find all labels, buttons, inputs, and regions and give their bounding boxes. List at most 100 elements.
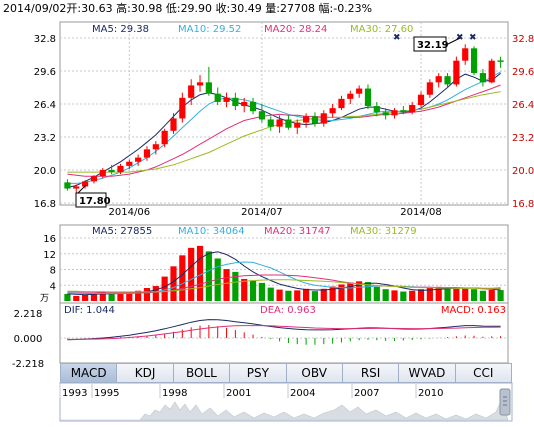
price-ma-line [67, 91, 501, 173]
price-y-axis-left: 32.8 29.6 26.4 23.2 20.0 16.8 [34, 34, 56, 210]
candle-body [347, 93, 354, 99]
candle-body [453, 60, 460, 85]
volume-moving-averages [67, 251, 501, 296]
candle-body [356, 88, 363, 94]
price-x-tick: 2014/08 [400, 207, 442, 218]
legend-entry: MA10: 29.52 [178, 24, 241, 35]
volume-bar [400, 291, 407, 301]
volume-y-tick: 8 [50, 266, 56, 277]
marker-star: ✖ [393, 33, 401, 43]
candle-body [470, 48, 478, 74]
volume-bar [391, 290, 398, 301]
candle-body [108, 170, 115, 173]
volume-bar [435, 286, 442, 301]
price-y-tick: 26.4 [34, 100, 56, 111]
volume-bar [276, 289, 283, 301]
tab-psy[interactable]: PSY [230, 363, 287, 383]
timeline-year: 2010 [418, 388, 443, 399]
volume-bar [117, 293, 124, 301]
candle-body [64, 182, 71, 189]
candle-body [188, 85, 195, 98]
legend-entry: MA5: 29.38 [92, 24, 149, 35]
price-ma-line [67, 72, 501, 188]
volume-bar [249, 280, 257, 301]
tab-macd[interactable]: MACD [60, 363, 118, 383]
volume-legend: MA5: 27855 MA10: 34064 MA20: 31747 MA30: 31… [92, 226, 417, 237]
candle-body [241, 101, 248, 107]
price-x-tick: 2014/06 [109, 207, 151, 218]
volume-bar [417, 289, 425, 301]
price-y-tick: 32.8 [34, 34, 56, 45]
candle-body [143, 149, 151, 158]
volume-bar [267, 287, 274, 301]
volume-bar [258, 282, 265, 301]
candle-body [99, 170, 106, 177]
macd-y-axis: 2.218 0.000 -2.218 [12, 309, 44, 370]
legend-entry: DEA: 0.963 [260, 305, 316, 316]
candle-body [311, 116, 319, 124]
volume-panel: 16 12 8 4 万 MA5: 27855 MA10: 34064 MA20: 3174… [40, 224, 509, 304]
volume-bar [364, 282, 372, 301]
timeline-year: 2007 [354, 388, 379, 399]
tab-obv[interactable]: OBV [286, 363, 343, 383]
price-ma-line [67, 84, 501, 177]
price-y-axis-right: 32.8 29.6 26.4 23.2 20.0 16.8 [512, 34, 534, 210]
volume-bar [232, 271, 239, 301]
volume-bar [311, 291, 319, 301]
volume-bar [462, 287, 469, 301]
timeline-handle-grip [503, 396, 507, 406]
volume-bar [347, 282, 354, 301]
tab-rsi[interactable]: RSI [342, 363, 400, 383]
price-y-tick-right: 26.4 [512, 100, 534, 111]
macd-y-tick: 2.218 [14, 309, 43, 320]
candle-body [267, 119, 274, 127]
quote-low: 29.90 [181, 2, 213, 15]
candle-body [73, 186, 80, 189]
legend-entry: MA30: 27.60 [350, 24, 413, 35]
tab-wvad[interactable]: WVAD [399, 363, 456, 383]
macd-panel: 2.218 0.000 -2.218 DIF: 1.044 DEA: 0.963 MAC… [12, 302, 509, 370]
volume-bar [294, 290, 301, 301]
volume-ma-line [67, 279, 501, 293]
quote-date: 2014/09/02 [3, 2, 66, 15]
candle-body [170, 118, 177, 131]
timeline-year: 2001 [226, 388, 251, 399]
candle-body [391, 110, 398, 116]
volume-bar [338, 284, 345, 301]
high-annotation-label: 32.19 [417, 40, 449, 51]
macd-bars [66, 325, 502, 345]
low-annotation: 17.80 [75, 184, 111, 208]
price-candles [64, 44, 504, 193]
volume-bar [241, 278, 248, 301]
tab-cci[interactable]: CCI [455, 363, 512, 383]
candle-body [214, 93, 221, 102]
price-legend: MA5: 29.38 MA10: 29.52 MA20: 28.24 MA30: 27… [92, 24, 413, 35]
legend-entry: MA10: 34064 [178, 226, 245, 237]
volume-bar [64, 293, 71, 301]
tab-kdj[interactable]: KDJ [117, 363, 174, 383]
tab-boll[interactable]: BOLL [173, 363, 231, 383]
price-y-tick-right: 32.8 [512, 34, 534, 45]
timeline-sparkline [60, 401, 509, 421]
volume-bar [426, 287, 433, 301]
volume-bar [152, 286, 159, 301]
volume-bar [188, 247, 195, 301]
price-y-tick: 20.0 [34, 166, 56, 177]
volume-bar [161, 276, 168, 301]
candle-body [196, 82, 204, 86]
volume-bar [453, 288, 460, 301]
quote-high: 30.98 [131, 2, 163, 15]
candle-body [303, 116, 310, 123]
candle-body [479, 73, 486, 83]
quote-volume: 27708 [280, 2, 315, 15]
timeline-range-handle[interactable] [499, 388, 511, 416]
candle-body [285, 119, 292, 128]
price-y-tick-right: 16.8 [512, 199, 534, 210]
price-x-axis: 2014/06 2014/07 2014/08 [109, 207, 442, 218]
price-moving-averages [67, 71, 501, 188]
marker-star: ✖ [469, 33, 477, 43]
legend-entry: DIF: 1.044 [64, 305, 115, 316]
volume-bar [356, 281, 363, 301]
candle-body [276, 119, 283, 127]
volume-bar [497, 290, 504, 301]
